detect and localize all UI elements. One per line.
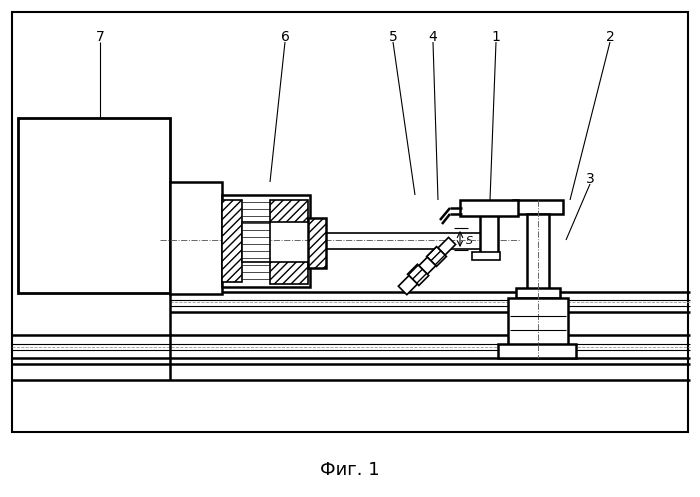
Polygon shape [426, 247, 447, 266]
Bar [472, 252, 500, 260]
Bar [513, 200, 563, 214]
Polygon shape [438, 238, 456, 255]
Text: 1: 1 [491, 30, 500, 44]
Text: S: S [466, 236, 473, 246]
Text: 5: 5 [389, 30, 398, 44]
Polygon shape [398, 275, 417, 295]
Bar [222, 200, 242, 282]
Bar [270, 200, 308, 222]
Bar [308, 218, 326, 268]
Bar [527, 214, 549, 292]
Bar [242, 222, 270, 262]
Bar [460, 200, 518, 216]
Polygon shape [407, 264, 428, 285]
Bar [12, 12, 688, 432]
Bar [18, 118, 170, 293]
Text: 7: 7 [96, 30, 104, 44]
Bar [480, 204, 498, 256]
Bar [270, 262, 308, 284]
Text: 2: 2 [606, 30, 615, 44]
Text: Фиг. 1: Фиг. 1 [320, 461, 380, 479]
Text: 4: 4 [428, 30, 438, 44]
Bar [498, 344, 576, 358]
Text: 3: 3 [586, 172, 594, 186]
Bar [222, 195, 310, 287]
Bar [170, 182, 222, 294]
Text: 6: 6 [281, 30, 289, 44]
Bar [516, 288, 560, 298]
Bar [508, 298, 568, 346]
Bar [326, 233, 481, 249]
Polygon shape [419, 257, 436, 274]
